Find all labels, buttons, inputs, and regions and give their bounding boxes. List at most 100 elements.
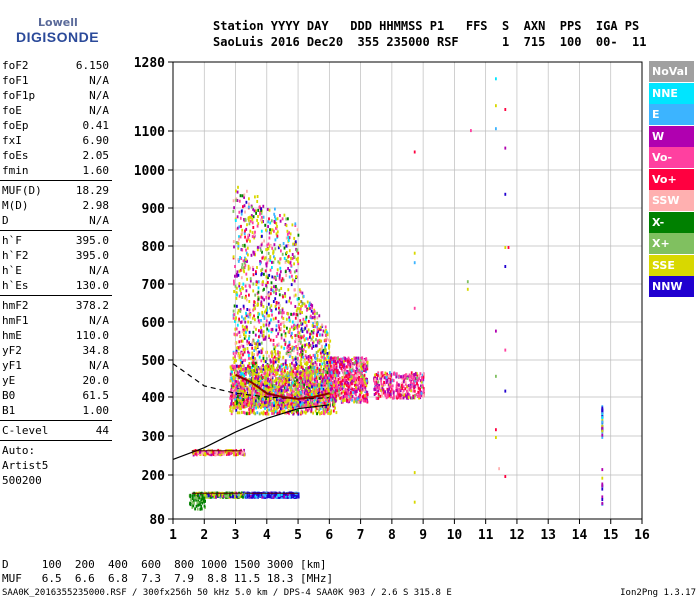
echo-point	[360, 375, 363, 379]
echo-point	[324, 389, 327, 393]
echo-point	[277, 320, 280, 324]
echo-point	[288, 355, 291, 358]
echo-point	[307, 402, 309, 406]
echo-point	[383, 381, 385, 384]
echo-point	[250, 361, 253, 365]
echo-point	[251, 357, 254, 361]
echo-point	[325, 329, 327, 332]
echo-point	[239, 309, 242, 313]
echo-point	[260, 402, 263, 406]
echo-point	[240, 371, 243, 375]
echo-point	[284, 342, 287, 346]
echo-point	[316, 325, 319, 329]
echo-point	[300, 323, 302, 327]
echo-point	[294, 316, 297, 320]
echo-point	[408, 387, 411, 391]
echo-point	[421, 380, 424, 384]
echo-point	[324, 350, 327, 354]
echo-point	[242, 410, 245, 414]
echo-point	[267, 247, 270, 251]
echo-point	[241, 378, 244, 382]
echo-point	[256, 345, 259, 349]
echo-point	[276, 227, 278, 231]
echo-point	[294, 371, 296, 375]
echo-point	[319, 412, 321, 416]
echo-point	[231, 396, 233, 400]
echo-point	[271, 350, 273, 354]
echo-point	[247, 320, 250, 324]
echo-point	[289, 347, 292, 351]
echo-point	[307, 404, 310, 408]
echo-point	[271, 228, 274, 232]
param-row: foEp 0.41	[0, 118, 112, 133]
echo-point	[274, 297, 277, 301]
echo-point	[266, 379, 269, 383]
echo-point	[389, 390, 392, 394]
echo-point	[280, 382, 282, 386]
echo-point	[230, 393, 233, 396]
echo-point	[257, 374, 260, 378]
echo-point	[249, 321, 252, 324]
echo-point	[296, 384, 298, 388]
echo-point	[415, 393, 418, 396]
echo-point	[334, 377, 337, 380]
echo-point	[265, 388, 268, 392]
echo-point	[271, 266, 273, 269]
echo-point	[293, 312, 295, 316]
echo-point	[256, 224, 259, 228]
echo-point	[359, 395, 362, 399]
echo-point	[344, 359, 346, 363]
echo-point	[257, 290, 260, 294]
echo-point	[410, 371, 413, 375]
echo-point	[295, 362, 298, 366]
echo-point	[388, 393, 391, 397]
echo-point	[273, 243, 276, 247]
echo-point	[241, 400, 243, 404]
echo-point	[375, 373, 378, 376]
echo-point	[243, 261, 246, 265]
echo-point	[231, 382, 234, 386]
echo-point	[285, 365, 287, 369]
echo-point	[241, 396, 243, 400]
y-tick-label: 800	[142, 240, 166, 255]
echo-point	[268, 236, 271, 240]
echo-point	[277, 389, 280, 393]
echo-point	[240, 212, 243, 216]
param-value: N/A	[89, 264, 109, 277]
echo-point	[283, 409, 286, 413]
echo-point	[283, 379, 286, 383]
echo-point	[299, 400, 301, 404]
echo-point	[375, 380, 378, 384]
echo-point	[289, 372, 292, 376]
echo-point	[325, 389, 328, 393]
echo-point	[297, 334, 300, 338]
echo-point	[361, 356, 363, 360]
echo-point	[276, 398, 278, 402]
echo-point	[276, 411, 279, 415]
echo-point	[259, 402, 262, 406]
echo-point	[270, 397, 272, 400]
echo-point	[270, 318, 272, 322]
echo-point	[310, 309, 313, 313]
echo-point	[301, 349, 304, 353]
echo-point	[246, 397, 248, 401]
echo-point	[238, 404, 240, 408]
echo-point	[266, 350, 268, 354]
echo-point	[253, 380, 255, 383]
echo-point	[244, 320, 247, 324]
echo-point	[334, 359, 337, 363]
echo-point	[240, 344, 243, 348]
echo-point	[344, 387, 347, 391]
echo-point	[243, 374, 246, 378]
echo-point	[304, 326, 307, 330]
echo-point	[298, 366, 301, 370]
echo-point	[285, 373, 288, 377]
echo-point	[274, 304, 277, 308]
echo-point	[280, 398, 282, 401]
echo-point	[261, 234, 263, 238]
echo-point	[389, 392, 392, 396]
echo-point	[233, 391, 236, 395]
echo-point	[338, 389, 340, 393]
echo-point	[347, 399, 350, 403]
echo-point	[360, 398, 363, 402]
